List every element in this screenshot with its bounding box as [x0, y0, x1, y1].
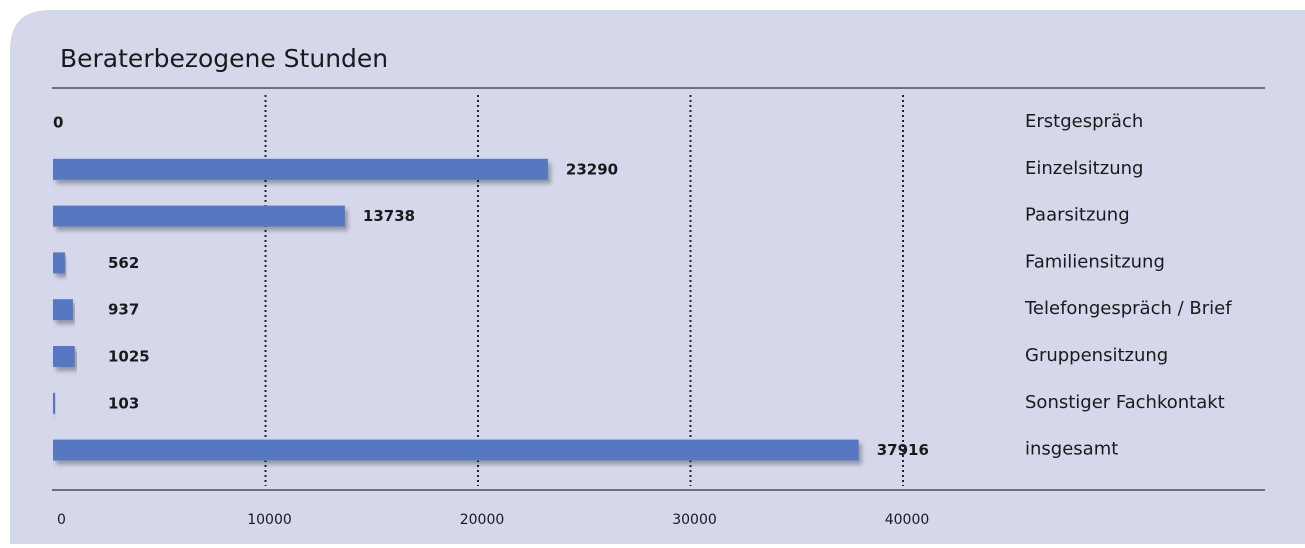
- value-label: 0: [53, 114, 63, 132]
- chart-title: Beraterbezogene Stunden: [60, 44, 388, 73]
- category-label: Einzelsitzung: [1025, 158, 1143, 179]
- bar: [53, 205, 345, 227]
- x-tick-label: 10000: [247, 512, 292, 528]
- value-label: 562: [108, 254, 139, 272]
- category-label: Familiensitzung: [1025, 251, 1165, 272]
- value-label: 1025: [108, 348, 150, 366]
- category-label: Sonstiger Fachkontakt: [1025, 392, 1225, 413]
- x-tick-label: 40000: [885, 512, 930, 528]
- category-label: Erstgespräch: [1025, 111, 1143, 132]
- value-label: 103: [108, 394, 139, 412]
- bar: [53, 392, 56, 414]
- category-label: Gruppensitzung: [1025, 345, 1168, 366]
- bar: [53, 346, 75, 367]
- bar: [53, 252, 65, 274]
- category-label: Paarsitzung: [1025, 205, 1130, 226]
- bar: [53, 299, 73, 321]
- category-label: Telefongespräch / Brief: [1024, 298, 1232, 319]
- category-label: insgesamt: [1025, 439, 1118, 460]
- value-label: 23290: [566, 160, 618, 178]
- x-tick-label: 20000: [460, 512, 505, 528]
- value-label: 937: [108, 301, 139, 319]
- bar: [53, 158, 548, 180]
- x-tick-label: 30000: [672, 512, 717, 528]
- panel: [10, 10, 1305, 544]
- bar: [53, 439, 859, 461]
- value-label: 13738: [363, 207, 415, 225]
- x-tick-label: 0: [57, 512, 66, 528]
- value-label: 37916: [877, 441, 929, 459]
